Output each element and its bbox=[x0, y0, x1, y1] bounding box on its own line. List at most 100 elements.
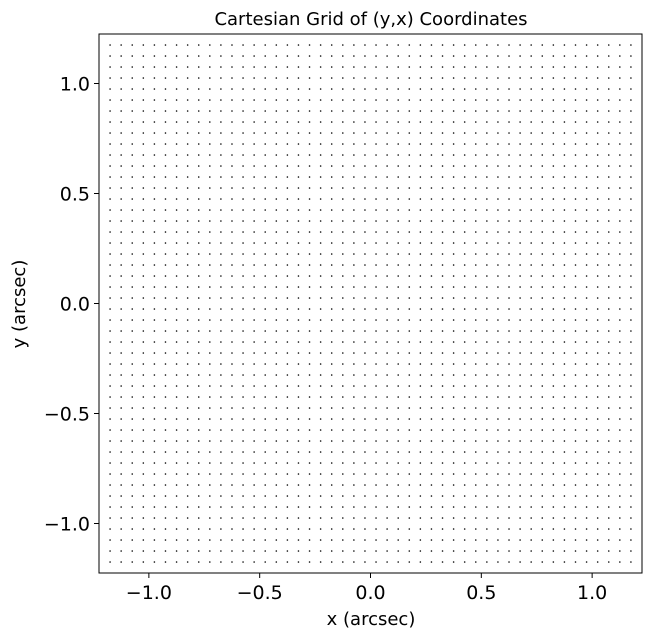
grid-point bbox=[275, 198, 278, 200]
grid-point bbox=[497, 517, 499, 519]
grid-point bbox=[297, 352, 300, 354]
grid-point bbox=[220, 319, 222, 321]
grid-point bbox=[619, 121, 621, 123]
grid-point bbox=[297, 462, 300, 464]
grid-point bbox=[297, 374, 300, 376]
grid-point bbox=[197, 220, 200, 222]
grid-point bbox=[353, 264, 355, 266]
grid-point bbox=[175, 99, 178, 101]
grid-point bbox=[574, 286, 577, 288]
grid-point bbox=[452, 198, 455, 200]
grid-point bbox=[231, 88, 233, 90]
grid-point bbox=[408, 396, 411, 398]
grid-point bbox=[164, 187, 167, 189]
grid-point bbox=[530, 231, 532, 233]
grid-point bbox=[541, 66, 544, 68]
grid-point bbox=[452, 451, 455, 453]
grid-point bbox=[330, 187, 333, 189]
grid-point bbox=[364, 462, 366, 464]
grid-point bbox=[253, 275, 255, 277]
grid-point bbox=[419, 286, 422, 288]
grid-point bbox=[209, 66, 211, 68]
grid-point bbox=[142, 44, 145, 46]
grid-point bbox=[297, 66, 300, 68]
grid-point bbox=[497, 88, 499, 90]
grid-point bbox=[408, 264, 411, 266]
grid-point bbox=[441, 484, 444, 486]
grid-point bbox=[120, 44, 122, 46]
grid-point bbox=[452, 99, 455, 101]
grid-point bbox=[552, 506, 555, 508]
grid-point bbox=[242, 209, 244, 211]
grid-point bbox=[264, 561, 267, 563]
grid-point bbox=[109, 440, 111, 442]
grid-point bbox=[342, 165, 344, 167]
grid-point bbox=[264, 451, 267, 453]
grid-point bbox=[197, 77, 200, 79]
grid-point bbox=[286, 99, 289, 101]
grid-point bbox=[375, 297, 377, 299]
grid-point bbox=[175, 385, 178, 387]
grid-point bbox=[419, 132, 422, 134]
grid-point bbox=[120, 539, 122, 541]
grid-point bbox=[552, 187, 555, 189]
grid-point bbox=[585, 308, 588, 310]
grid-point bbox=[563, 462, 566, 464]
grid-point bbox=[264, 506, 267, 508]
grid-point bbox=[519, 473, 521, 475]
grid-point bbox=[175, 231, 178, 233]
grid-point bbox=[508, 396, 510, 398]
grid-point bbox=[253, 132, 255, 134]
grid-point bbox=[386, 352, 388, 354]
grid-point bbox=[253, 418, 255, 420]
grid-point bbox=[563, 187, 566, 189]
grid-point bbox=[253, 308, 255, 310]
grid-point bbox=[142, 550, 145, 552]
grid-point bbox=[231, 484, 233, 486]
grid-point bbox=[419, 374, 422, 376]
grid-point bbox=[209, 308, 211, 310]
grid-point bbox=[175, 77, 178, 79]
grid-point bbox=[308, 440, 311, 442]
grid-point bbox=[142, 451, 145, 453]
grid-point bbox=[397, 198, 400, 200]
grid-point bbox=[164, 396, 167, 398]
grid-point bbox=[497, 418, 499, 420]
grid-point bbox=[552, 99, 555, 101]
grid-point bbox=[430, 561, 433, 563]
grid-point bbox=[530, 297, 532, 299]
grid-point bbox=[441, 121, 444, 123]
grid-point bbox=[231, 209, 233, 211]
grid-point bbox=[508, 297, 510, 299]
grid-point bbox=[419, 121, 422, 123]
grid-point bbox=[552, 264, 555, 266]
grid-point bbox=[463, 77, 466, 79]
grid-point bbox=[474, 418, 477, 420]
grid-point bbox=[264, 99, 267, 101]
grid-point bbox=[342, 231, 344, 233]
grid-point bbox=[508, 286, 510, 288]
grid-point bbox=[375, 330, 377, 332]
grid-point bbox=[231, 506, 233, 508]
grid-point bbox=[585, 418, 588, 420]
grid-point bbox=[375, 363, 377, 365]
grid-point bbox=[131, 253, 134, 255]
grid-point bbox=[563, 121, 566, 123]
grid-point bbox=[585, 198, 588, 200]
grid-point bbox=[142, 539, 145, 541]
grid-point bbox=[242, 462, 244, 464]
grid-point bbox=[430, 539, 433, 541]
grid-point bbox=[186, 110, 189, 112]
grid-point bbox=[519, 88, 521, 90]
scatter-points bbox=[109, 44, 632, 563]
grid-point bbox=[408, 297, 411, 299]
grid-point bbox=[585, 462, 588, 464]
grid-point bbox=[419, 407, 422, 409]
grid-point bbox=[463, 132, 466, 134]
grid-point bbox=[386, 275, 388, 277]
grid-point bbox=[164, 550, 167, 552]
grid-point bbox=[552, 495, 555, 497]
grid-point bbox=[563, 473, 566, 475]
grid-point bbox=[264, 330, 267, 332]
grid-point bbox=[441, 308, 444, 310]
